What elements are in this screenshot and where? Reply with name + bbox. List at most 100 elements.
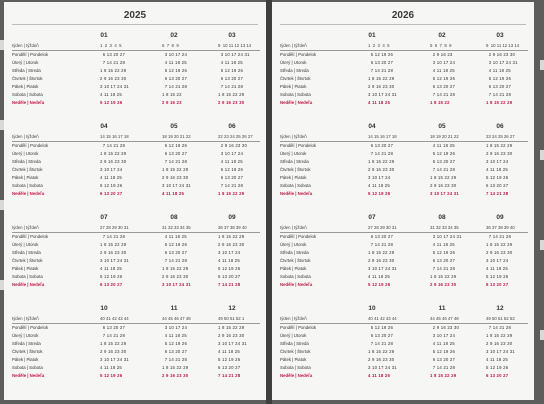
day-dates: 1 8 15 22 29: [430, 274, 457, 279]
day-dates: 5 12 19 26: [430, 76, 456, 81]
day-dates: 7 14 21 28: [368, 151, 394, 156]
day-label: Středa | Streda: [280, 159, 309, 164]
sunday-dates: 3 10 17 24 31: [162, 282, 191, 287]
day-dates: 4 11 18 25: [430, 68, 455, 73]
day-dates: 6 13 20 27: [368, 234, 394, 239]
day-dates: 4 11 18 25: [486, 266, 508, 271]
year-title: 2026: [391, 10, 415, 21]
day-label: Úterý | Utorok: [12, 333, 39, 338]
day-label: Pátek | Piatok: [12, 357, 39, 362]
day-dates: 4 11 18 25: [486, 167, 508, 172]
day-label: Čtvrtek | Štvrtok: [280, 258, 311, 263]
month-number: 12: [228, 305, 236, 312]
day-dates: 6 13 20 27: [368, 333, 394, 338]
day-dates: 7 14 21 28: [162, 84, 188, 89]
day-dates: 3 10 17 24 31: [218, 52, 250, 57]
quarter-block: 04 05 06 týden | týždeň 14 15 16 17 18 18 19 …: [4, 123, 266, 213]
day-dates: 4 11 18 25: [430, 143, 455, 148]
day-dates: 5 12 19 26: [100, 183, 123, 188]
day-dates: 1 8 15 22 29: [218, 234, 245, 239]
week-label: týden | týždeň: [12, 225, 39, 230]
page-left: 2025 01 02 03 týden | týždeň 1 2 3 4 5 6 7 8 9…: [4, 2, 266, 400]
day-label: Pátek | Piatok: [280, 175, 307, 180]
day-dates: 5 12 19 26: [430, 349, 456, 354]
day-label: Sobota | Sobota: [12, 183, 43, 188]
day-dates: 3 10 17 24 31: [218, 341, 247, 346]
day-dates: 4 11 18 25: [218, 60, 243, 65]
day-label-sunday: Neděle | Nedeľa: [12, 282, 45, 287]
sunday-dates: 4 11 18 25: [162, 191, 185, 196]
day-dates: 2 9 16 23 30: [218, 143, 248, 148]
day-dates: 3 10 17 24 31: [486, 349, 515, 354]
week-numbers: 5 6 7 8 9: [430, 43, 452, 48]
day-dates: 5 12 19 26: [162, 341, 188, 346]
day-dates: 1 8 15 22 29: [218, 92, 245, 97]
day-dates: 7 14 21 28: [430, 167, 456, 172]
day-label-sunday: Neděle | Nedeľa: [12, 100, 45, 105]
day-dates: 4 11 18 25: [368, 274, 390, 279]
day-dates: 2 9 16 23 30: [218, 333, 245, 338]
month-number: 01: [368, 32, 376, 39]
week-numbers: 40 41 42 43 44: [368, 316, 397, 321]
day-dates: 6 13 20 27: [430, 357, 456, 362]
month-number: 10: [100, 305, 108, 312]
day-dates: 3 10 17 24: [100, 167, 123, 172]
sunday-dates: 7 14 21 28: [218, 282, 241, 287]
sunday-dates: 4 11 18 25: [368, 100, 391, 105]
sunday-dates: 2 9 16 23 30: [162, 373, 189, 378]
day-dates: 4 11 18 25: [100, 266, 122, 271]
week-label: týden | týždeň: [12, 316, 39, 321]
day-dates: 5 12 19 26: [218, 167, 244, 172]
day-dates: 4 11 18 25: [430, 242, 455, 247]
week-numbers: 23 24 25 26 27: [486, 134, 515, 139]
day-dates: 3 10 17 24: [218, 250, 241, 255]
day-dates: 3 10 17 24: [430, 60, 456, 65]
page-tab: [540, 240, 544, 250]
day-dates: 7 14 21 28: [368, 242, 394, 247]
day-label: Pondělí | Pondelok: [12, 234, 48, 239]
quarter-block: 07 08 09 týden | týždeň 27 28 29 30 31 31 32 …: [4, 214, 266, 304]
day-dates: 4 11 18 25: [162, 333, 187, 338]
day-dates: 2 9 16 23 30: [486, 341, 513, 346]
day-dates: 5 12 19 26: [486, 365, 509, 370]
week-numbers: 1 2 3 4 5: [368, 43, 390, 48]
page-tab: [540, 330, 544, 340]
day-label: Pondělí | Pondelok: [280, 143, 316, 148]
day-dates: 2 9 16 23 30: [100, 76, 127, 81]
day-dates: 2 9 16 23 30: [100, 159, 127, 164]
day-label: Pondělí | Pondelok: [12, 325, 48, 330]
day-dates: 1 8 15 22 29: [162, 266, 189, 271]
month-number: 10: [368, 305, 376, 312]
day-dates: 6 13 20 27: [162, 250, 188, 255]
day-dates: 2 9 16 23 30: [368, 357, 395, 362]
day-dates: 2 9 16 23 30: [368, 258, 395, 263]
day-label: Pátek | Piatok: [12, 175, 39, 180]
week-numbers: 40 41 42 43 44: [100, 316, 129, 321]
sunday-dates: 6 13 20 27: [100, 191, 123, 196]
day-label: Pondělí | Pondelok: [12, 143, 48, 148]
month-number: 05: [170, 123, 178, 130]
day-dates: 7 14 21 28: [162, 357, 188, 362]
week-header-row: [12, 42, 260, 51]
week-header-row: [12, 133, 260, 142]
day-dates: 3 10 17 24 31: [100, 84, 129, 89]
day-dates: 7 14 21 28: [430, 92, 456, 97]
day-label-sunday: Neděle | Nedeľa: [280, 282, 313, 287]
day-label: Středa | Streda: [12, 159, 41, 164]
day-label: Čtvrtek | Štvrtok: [12, 167, 43, 172]
day-dates: 7 14 21 28: [162, 258, 188, 263]
day-dates: 2 9 16 23 30: [486, 151, 513, 156]
day-dates: 3 10 17 24: [162, 325, 188, 330]
sunday-dates: 7 14 21 28: [218, 373, 241, 378]
day-dates: 4 11 18 25: [218, 258, 240, 263]
day-label: Středa | Streda: [280, 341, 309, 346]
day-dates: 7 14 21 28: [218, 84, 244, 89]
year-divider: [280, 24, 526, 25]
page-tab: [0, 280, 4, 290]
day-label: Čtvrtek | Štvrtok: [12, 258, 43, 263]
year-divider: [12, 24, 258, 25]
month-number: 07: [100, 214, 108, 221]
month-number: 05: [438, 123, 446, 130]
week-numbers: 18 19 20 21 22: [430, 134, 459, 139]
